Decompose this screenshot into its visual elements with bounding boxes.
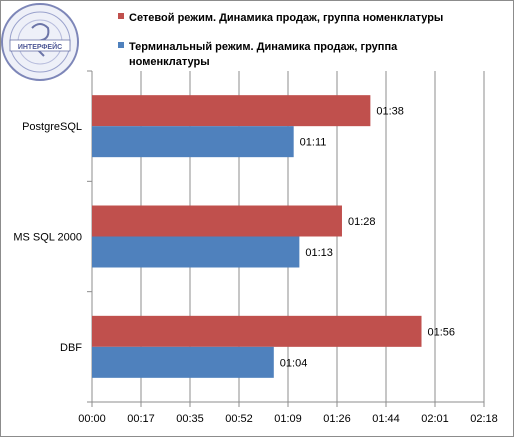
- legend-label-series-2: Терминальный режим. Динамика продаж, гру…: [129, 41, 400, 68]
- stamp-logo-text: ИНТЕРФЕЙС: [18, 42, 62, 51]
- stamp-logo-icon: ИНТЕРФЕЙС: [1, 3, 79, 81]
- legend-label-series-1: Сетевой режим. Динамика продаж, группа н…: [129, 12, 443, 24]
- axes: 00:00 00:17 00:35 00:52 01:09 01:26 01:44 02:01…: [13, 70, 498, 425]
- data-label-series-2: 01:11: [300, 137, 327, 149]
- bar-series-2: [92, 346, 274, 378]
- bar-series-1: [92, 95, 371, 127]
- data-label-series-2: 01:04: [280, 357, 308, 369]
- y-category-label: MS SQL 2000: [13, 232, 82, 244]
- bar-series-1: [92, 315, 422, 347]
- data-label-series-1: 01:56: [428, 326, 456, 338]
- data-labels: 01:38 01:11 01:28 01:13 01:56 01:04: [280, 106, 455, 370]
- legend-swatch-series-2: [118, 42, 124, 48]
- x-tick-label: 00:17: [127, 413, 155, 425]
- x-tick-label: 00:00: [78, 413, 106, 425]
- legend: Сетевой режим. Динамика продаж, группа н…: [118, 12, 443, 68]
- data-label-series-2: 01:13: [305, 247, 333, 259]
- data-label-series-1: 01:38: [376, 106, 404, 118]
- legend-label-series-2-line-1: Терминальный режим. Динамика продаж, гру…: [129, 41, 398, 53]
- x-tick-label: 02:01: [421, 413, 449, 425]
- x-tick-label: 00:35: [176, 413, 204, 425]
- x-tick-label: 01:44: [372, 413, 400, 425]
- data-label-series-1: 01:28: [348, 216, 376, 228]
- y-category-label: PostgreSQL: [22, 121, 82, 133]
- y-category-label: DBF: [60, 342, 82, 354]
- legend-swatch-series-1: [118, 13, 124, 19]
- legend-label-series-2-line-2: номенклатуры: [129, 56, 210, 68]
- bars: [92, 95, 422, 378]
- bar-series-2: [92, 126, 294, 158]
- bar-series-2: [92, 236, 300, 268]
- bar-series-1: [92, 205, 342, 237]
- x-tick-label: 01:09: [274, 413, 302, 425]
- x-tick-label: 00:52: [225, 413, 253, 425]
- x-tick-label: 02:18: [470, 413, 498, 425]
- x-tick-label: 01:26: [323, 413, 351, 425]
